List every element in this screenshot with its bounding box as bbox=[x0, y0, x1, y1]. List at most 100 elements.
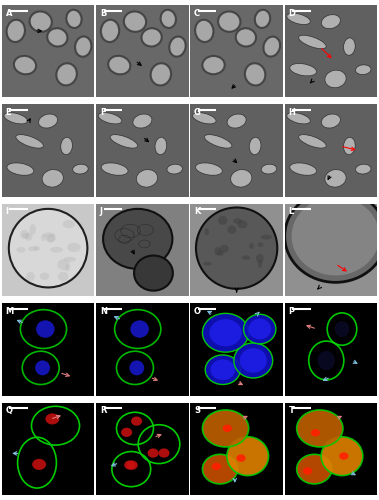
Ellipse shape bbox=[227, 114, 246, 128]
Ellipse shape bbox=[210, 360, 235, 380]
Ellipse shape bbox=[264, 38, 279, 56]
Ellipse shape bbox=[322, 15, 340, 28]
Text: D: D bbox=[288, 8, 295, 18]
Ellipse shape bbox=[67, 10, 81, 28]
Ellipse shape bbox=[65, 264, 70, 272]
Ellipse shape bbox=[150, 63, 171, 86]
Ellipse shape bbox=[299, 36, 326, 49]
Ellipse shape bbox=[35, 360, 50, 376]
Ellipse shape bbox=[233, 218, 243, 224]
Text: N: N bbox=[100, 307, 107, 316]
Ellipse shape bbox=[155, 138, 167, 154]
Ellipse shape bbox=[356, 164, 371, 174]
Ellipse shape bbox=[130, 360, 144, 376]
Ellipse shape bbox=[322, 114, 340, 128]
Ellipse shape bbox=[32, 459, 46, 470]
Ellipse shape bbox=[196, 208, 277, 289]
Ellipse shape bbox=[124, 12, 146, 32]
Ellipse shape bbox=[16, 247, 25, 252]
Ellipse shape bbox=[47, 28, 67, 46]
Ellipse shape bbox=[202, 56, 225, 74]
Ellipse shape bbox=[25, 232, 33, 240]
Ellipse shape bbox=[193, 112, 216, 124]
Ellipse shape bbox=[218, 12, 240, 32]
Ellipse shape bbox=[196, 21, 213, 41]
Ellipse shape bbox=[101, 20, 119, 42]
Ellipse shape bbox=[249, 138, 261, 154]
Ellipse shape bbox=[151, 64, 171, 85]
Ellipse shape bbox=[28, 246, 38, 251]
Ellipse shape bbox=[303, 468, 312, 474]
Ellipse shape bbox=[6, 20, 25, 42]
Ellipse shape bbox=[39, 114, 58, 128]
Ellipse shape bbox=[203, 262, 212, 266]
Text: I: I bbox=[6, 208, 9, 216]
Ellipse shape bbox=[14, 56, 36, 74]
Ellipse shape bbox=[67, 10, 81, 27]
Ellipse shape bbox=[9, 209, 88, 288]
Ellipse shape bbox=[231, 170, 252, 187]
Ellipse shape bbox=[133, 114, 152, 128]
Ellipse shape bbox=[255, 10, 269, 27]
Ellipse shape bbox=[287, 14, 310, 24]
Ellipse shape bbox=[66, 10, 81, 28]
Ellipse shape bbox=[212, 462, 221, 470]
Ellipse shape bbox=[99, 113, 121, 124]
Ellipse shape bbox=[103, 209, 172, 269]
Ellipse shape bbox=[264, 37, 280, 56]
Ellipse shape bbox=[98, 112, 122, 124]
Ellipse shape bbox=[41, 234, 46, 241]
Ellipse shape bbox=[26, 272, 35, 281]
Ellipse shape bbox=[205, 135, 231, 148]
Text: O: O bbox=[194, 307, 201, 316]
Ellipse shape bbox=[102, 163, 127, 175]
Text: J: J bbox=[100, 208, 103, 216]
Ellipse shape bbox=[130, 320, 149, 338]
Ellipse shape bbox=[31, 12, 51, 31]
Ellipse shape bbox=[236, 454, 246, 462]
Ellipse shape bbox=[343, 38, 355, 56]
Text: C: C bbox=[194, 8, 200, 18]
Ellipse shape bbox=[161, 10, 176, 28]
Ellipse shape bbox=[326, 170, 346, 186]
Ellipse shape bbox=[124, 12, 146, 32]
Ellipse shape bbox=[16, 134, 44, 148]
Ellipse shape bbox=[335, 321, 349, 337]
Ellipse shape bbox=[299, 135, 326, 148]
Text: Q: Q bbox=[6, 406, 13, 416]
Ellipse shape bbox=[236, 28, 255, 46]
Ellipse shape bbox=[36, 320, 55, 338]
Ellipse shape bbox=[209, 319, 242, 346]
Ellipse shape bbox=[33, 246, 40, 251]
Ellipse shape bbox=[57, 64, 77, 85]
Text: A: A bbox=[6, 8, 12, 18]
Ellipse shape bbox=[227, 114, 246, 128]
Ellipse shape bbox=[102, 20, 118, 41]
Ellipse shape bbox=[249, 138, 261, 154]
Ellipse shape bbox=[227, 437, 268, 476]
Ellipse shape bbox=[108, 56, 130, 74]
Ellipse shape bbox=[255, 10, 270, 28]
Text: H: H bbox=[288, 108, 295, 117]
Ellipse shape bbox=[170, 37, 185, 56]
Ellipse shape bbox=[261, 164, 277, 174]
Ellipse shape bbox=[344, 38, 355, 55]
Ellipse shape bbox=[290, 163, 316, 175]
Ellipse shape bbox=[227, 226, 236, 234]
Ellipse shape bbox=[255, 10, 270, 28]
Ellipse shape bbox=[161, 10, 175, 28]
Ellipse shape bbox=[147, 448, 159, 458]
Ellipse shape bbox=[217, 250, 224, 256]
Ellipse shape bbox=[30, 12, 52, 32]
Ellipse shape bbox=[101, 163, 128, 175]
Ellipse shape bbox=[240, 348, 267, 373]
Ellipse shape bbox=[50, 247, 63, 252]
Ellipse shape bbox=[30, 12, 51, 32]
Ellipse shape bbox=[42, 232, 55, 237]
Ellipse shape bbox=[287, 112, 310, 124]
Ellipse shape bbox=[168, 164, 182, 173]
Ellipse shape bbox=[290, 163, 316, 175]
Ellipse shape bbox=[22, 233, 29, 238]
Ellipse shape bbox=[45, 414, 59, 424]
Ellipse shape bbox=[236, 28, 256, 46]
